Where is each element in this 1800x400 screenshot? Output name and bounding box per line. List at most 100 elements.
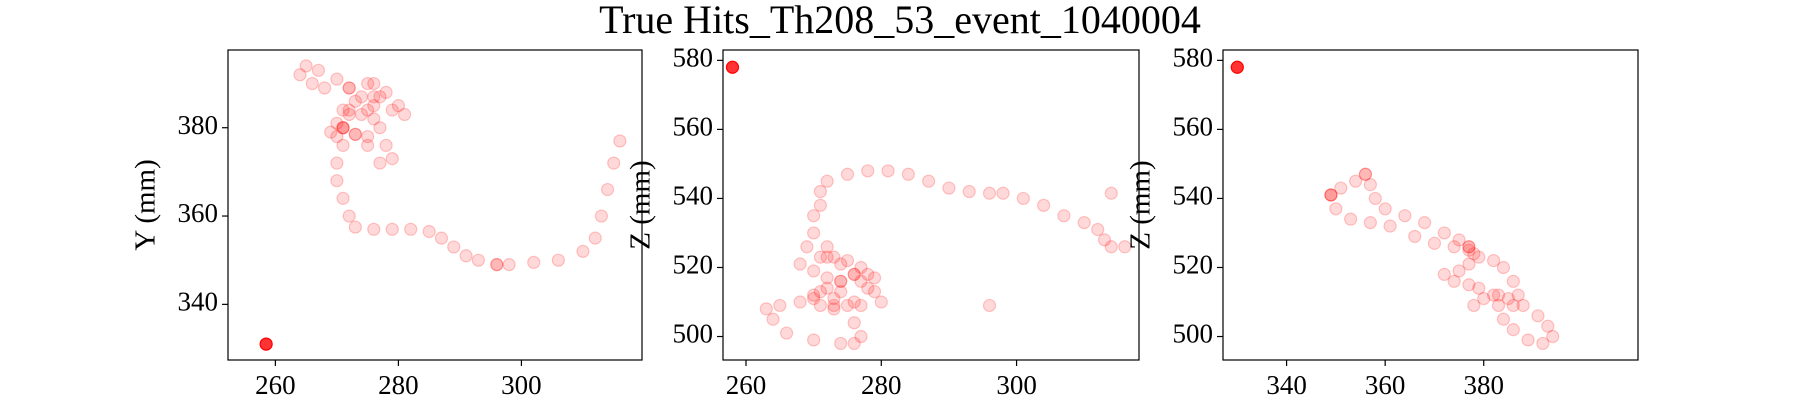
hit-point: [1324, 188, 1338, 202]
hit-point: [600, 182, 615, 197]
axes-frame: [227, 49, 643, 361]
hit-point: [1472, 250, 1486, 264]
hit-point: [391, 99, 405, 113]
hit-point: [840, 298, 855, 313]
x-tick-label: 360: [1365, 370, 1406, 400]
hit-point: [1477, 291, 1491, 306]
hit-point: [367, 76, 381, 91]
hit-point: [867, 285, 882, 299]
hit-point: [422, 224, 436, 239]
hit-point: [901, 167, 915, 181]
hit-point: [367, 99, 381, 113]
hit-point: [942, 181, 956, 195]
hit-point: [1104, 186, 1118, 200]
hit-point: [336, 121, 350, 135]
hit-point: [1057, 209, 1071, 223]
hit-point: [861, 281, 875, 295]
hit-point: [1091, 222, 1105, 237]
hit-point: [613, 134, 627, 148]
hit-point: [373, 90, 387, 104]
hit-point: [1447, 240, 1461, 254]
hit-point: [834, 257, 848, 271]
hit-point: [1506, 323, 1520, 337]
hit-point: [834, 274, 848, 288]
hit-point: [1324, 188, 1338, 202]
hit-point: [361, 138, 375, 152]
hit-point: [361, 76, 375, 91]
hit-point: [1104, 240, 1118, 254]
hit-point: [1467, 298, 1481, 313]
hit-point: [922, 174, 936, 188]
hit-point: [1383, 219, 1397, 233]
hit-point: [827, 298, 841, 313]
hit-point: [1437, 226, 1451, 240]
hit-point: [766, 312, 780, 326]
axes-frame: [1222, 49, 1639, 361]
hit-point: [336, 121, 350, 135]
y-tick-label: 540: [673, 181, 714, 211]
hit-point: [367, 112, 381, 126]
hit-point: [1531, 309, 1545, 323]
hit-point: [459, 249, 473, 263]
hit-point: [840, 253, 855, 268]
hit-point: [336, 121, 350, 135]
hit-point: [807, 291, 821, 306]
hit-point: [1501, 291, 1515, 306]
hit-point: [373, 121, 387, 135]
hit-point: [1536, 336, 1550, 351]
hit-point: [397, 107, 412, 122]
hit-point: [813, 298, 828, 313]
hit-point: [982, 186, 997, 200]
x-tick-label: 260: [726, 370, 767, 400]
hit-point: [1521, 333, 1535, 347]
y-tick-label: 520: [1173, 250, 1214, 280]
hit-point: [434, 231, 449, 245]
hit-point: [330, 116, 344, 130]
hit-point: [1467, 247, 1481, 261]
y-tick-label: 580: [1173, 43, 1214, 73]
x-tick-label: 280: [378, 370, 419, 400]
subplot: 260 280 300 500 520 540 560 580 Z (mm): [625, 43, 1140, 400]
hit-point: [834, 274, 848, 288]
hit-point: [379, 138, 393, 152]
hit-point: [827, 291, 841, 306]
hit-point: [594, 209, 608, 223]
hit-point: [342, 81, 356, 95]
plot-area: [1230, 60, 1560, 351]
hit-point: [807, 264, 821, 278]
hit-point: [354, 107, 369, 122]
subplot: 340 360 380 500 520 540 560 580 Z (mm): [1125, 43, 1639, 400]
hit-point: [1408, 229, 1422, 244]
hit-point: [996, 186, 1010, 200]
hit-point: [1462, 240, 1476, 254]
y-tick-label: 380: [178, 110, 219, 140]
subplot: 260 280 300 340 360 380 Y (mm): [130, 49, 643, 400]
hit-point: [1491, 298, 1506, 313]
x-tick-label: 280: [861, 370, 902, 400]
hit-point: [854, 329, 868, 344]
y-tick-label: 360: [178, 198, 219, 228]
hit-point: [1358, 167, 1373, 181]
hit-point: [1348, 174, 1363, 188]
y-tick-label: 560: [673, 112, 714, 142]
x-tick-label: 300: [996, 370, 1037, 400]
hit-point: [336, 138, 350, 152]
y-axis-label: Z (mm): [1125, 160, 1157, 249]
hit-point: [348, 127, 362, 141]
hit-point: [1417, 216, 1432, 230]
hit-point: [1452, 264, 1466, 278]
hit-point: [779, 326, 794, 340]
hit-point: [962, 184, 976, 199]
hit-point: [317, 81, 332, 95]
hit-point: [1363, 216, 1377, 230]
hit-point: [1496, 312, 1511, 326]
hit-point: [807, 209, 821, 223]
hit-point: [1506, 298, 1520, 313]
hit-point: [385, 103, 399, 117]
x-tick-label: 260: [255, 370, 296, 400]
hit-point: [867, 271, 882, 285]
hit-point: [361, 103, 375, 117]
hit-point: [1462, 240, 1476, 254]
hit-point: [502, 258, 516, 272]
hit-point: [725, 60, 740, 74]
